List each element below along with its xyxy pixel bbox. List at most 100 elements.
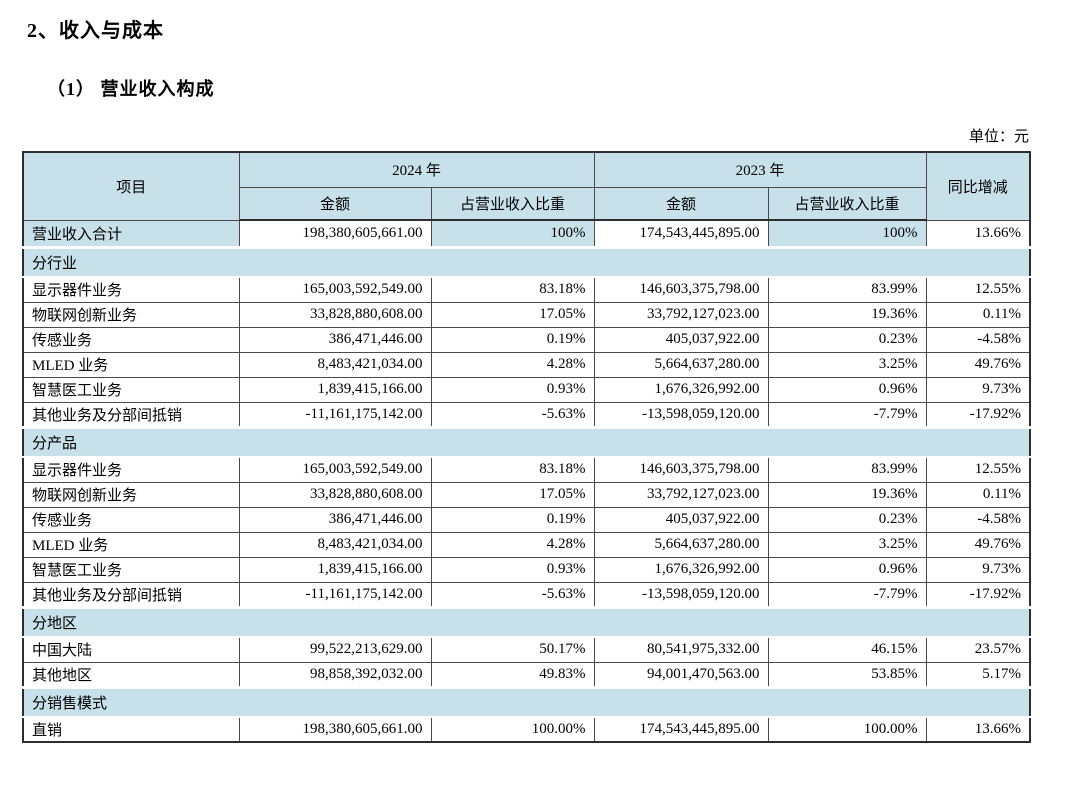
yoy-cell: -17.92% xyxy=(925,401,1031,428)
row-label-cell: 物联网创新业务 xyxy=(22,481,240,508)
amount-2024-cell: 1,839,415,166.00 xyxy=(238,376,432,403)
row-label-cell: MLED 业务 xyxy=(22,531,240,558)
section-label-cell: 分行业 xyxy=(21,245,1032,278)
amount-2024-cell: 198,380,605,661.00 xyxy=(238,716,432,743)
table-row: 其他业务及分部间抵销 -11,161,175,142.00 -5.63% -13,59… xyxy=(22,401,1031,428)
table-row: 传感业务 386,471,446.00 0.19% 405,037,922.00 0.2… xyxy=(22,506,1031,533)
yoy-cell: 9.73% xyxy=(925,556,1031,583)
row-label-cell: 显示器件业务 xyxy=(22,276,240,303)
amount-2024-cell: 8,483,421,034.00 xyxy=(238,531,432,558)
table-row: 其他地区 98,858,392,032.00 49.83% 94,001,470,56… xyxy=(22,661,1031,688)
amount-2024-cell: 165,003,592,549.00 xyxy=(238,276,432,303)
col-header-amount-2023: 金额 xyxy=(593,186,769,221)
proportion-2024-cell: 100% xyxy=(430,219,595,248)
amount-2023-cell: 405,037,922.00 xyxy=(593,506,769,533)
amount-2023-cell: 94,001,470,563.00 xyxy=(593,661,769,688)
amount-2023-cell: 146,603,375,798.00 xyxy=(593,276,769,303)
amount-2023-cell: 174,543,445,895.00 xyxy=(593,219,769,248)
amount-2024-cell: 1,839,415,166.00 xyxy=(238,556,432,583)
amount-2024-cell: -11,161,175,142.00 xyxy=(238,581,432,608)
proportion-2023-cell: 83.99% xyxy=(767,276,927,303)
row-label-cell: 直销 xyxy=(22,716,240,743)
proportion-2023-cell: 100% xyxy=(767,219,927,248)
proportion-2024-cell: 100.00% xyxy=(430,716,595,743)
proportion-2023-cell: 19.36% xyxy=(767,301,927,328)
table-row: 物联网创新业务 33,828,880,608.00 17.05% 33,792,127… xyxy=(22,301,1031,328)
proportion-2023-cell: 0.96% xyxy=(767,376,927,403)
table-header: 项目 2024 年 2023 年 同比增减 金额 占营业收入比重 金额 占营业收… xyxy=(22,151,1031,221)
proportion-2024-cell: 4.28% xyxy=(430,351,595,378)
section-row: 分地区 xyxy=(21,605,1032,638)
table-row: 智慧医工业务 1,839,415,166.00 0.93% 1,676,326,992… xyxy=(22,556,1031,583)
section-row: 分产品 xyxy=(21,425,1032,458)
unit-label: 单位：元 xyxy=(968,129,1029,145)
col-header-year-2023: 2023 年 xyxy=(593,151,927,188)
amount-2023-cell: 5,664,637,280.00 xyxy=(593,351,769,378)
proportion-2024-cell: 0.93% xyxy=(430,376,595,403)
proportion-2023-cell: -7.79% xyxy=(767,581,927,608)
amount-2024-cell: 33,828,880,608.00 xyxy=(238,301,432,328)
header-row-years: 项目 2024 年 2023 年 同比增减 xyxy=(22,151,1031,221)
col-header-proportion-2023: 占营业收入比重 xyxy=(767,186,927,221)
col-header-amount-2024: 金额 xyxy=(238,186,432,221)
amount-2023-cell: -13,598,059,120.00 xyxy=(593,581,769,608)
amount-2024-cell: 8,483,421,034.00 xyxy=(238,351,432,378)
amount-2024-cell: -11,161,175,142.00 xyxy=(238,401,432,428)
row-label-cell: 智慧医工业务 xyxy=(22,556,240,583)
yoy-cell: 13.66% xyxy=(925,219,1031,248)
section-row: 分销售模式 xyxy=(21,685,1032,718)
amount-2023-cell: 146,603,375,798.00 xyxy=(593,456,769,483)
amount-2023-cell: 405,037,922.00 xyxy=(593,326,769,353)
amount-2024-cell: 198,380,605,661.00 xyxy=(238,219,432,248)
yoy-cell: 12.55% xyxy=(925,276,1031,303)
row-label-cell: 其他业务及分部间抵销 xyxy=(22,401,240,428)
proportion-2023-cell: 53.85% xyxy=(767,661,927,688)
proportion-2024-cell: 50.17% xyxy=(430,636,595,663)
yoy-cell: -17.92% xyxy=(925,581,1031,608)
row-label-cell: 中国大陆 xyxy=(22,636,240,663)
proportion-2023-cell: 3.25% xyxy=(767,351,927,378)
row-label-cell: 传感业务 xyxy=(22,326,240,353)
yoy-cell: 0.11% xyxy=(925,301,1031,328)
col-header-proportion-2024: 占营业收入比重 xyxy=(430,186,595,221)
revenue-composition-table: 项目 2024 年 2023 年 同比增减 金额 占营业收入比重 金额 占营业收… xyxy=(21,151,1032,743)
yoy-cell: 5.17% xyxy=(925,661,1031,688)
yoy-cell: 12.55% xyxy=(925,456,1031,483)
proportion-2023-cell: 0.23% xyxy=(767,506,927,533)
proportion-2023-cell: -7.79% xyxy=(767,401,927,428)
amount-2024-cell: 386,471,446.00 xyxy=(238,506,432,533)
table-row: 智慧医工业务 1,839,415,166.00 0.93% 1,676,326,992… xyxy=(22,376,1031,403)
yoy-cell: 0.11% xyxy=(925,481,1031,508)
row-label-cell: 其他地区 xyxy=(22,661,240,688)
yoy-cell: -4.58% xyxy=(925,506,1031,533)
proportion-2024-cell: -5.63% xyxy=(430,581,595,608)
row-label-cell: 传感业务 xyxy=(22,506,240,533)
proportion-2024-cell: 17.05% xyxy=(430,481,595,508)
proportion-2024-cell: 0.19% xyxy=(430,326,595,353)
table-row: 物联网创新业务 33,828,880,608.00 17.05% 33,792,127… xyxy=(22,481,1031,508)
table-row: MLED 业务 8,483,421,034.00 4.28% 5,664,637,28… xyxy=(22,531,1031,558)
row-label-cell: 其他业务及分部间抵销 xyxy=(22,581,240,608)
amount-2024-cell: 33,828,880,608.00 xyxy=(238,481,432,508)
table-row: 其他业务及分部间抵销 -11,161,175,142.00 -5.63% -13,59… xyxy=(22,581,1031,608)
table-row: 传感业务 386,471,446.00 0.19% 405,037,922.00 0.2… xyxy=(22,326,1031,353)
table-row: 显示器件业务 165,003,592,549.00 83.18% 146,603,37… xyxy=(22,456,1031,483)
amount-2023-cell: 5,664,637,280.00 xyxy=(593,531,769,558)
table-row: 直销 198,380,605,661.00 100.00% 174,543,445,8… xyxy=(22,716,1031,743)
amount-2024-cell: 99,522,213,629.00 xyxy=(238,636,432,663)
row-label-cell: 智慧医工业务 xyxy=(22,376,240,403)
proportion-2024-cell: 0.93% xyxy=(430,556,595,583)
amount-2023-cell: 80,541,975,332.00 xyxy=(593,636,769,663)
yoy-cell: 49.76% xyxy=(925,351,1031,378)
yoy-cell: -4.58% xyxy=(925,326,1031,353)
yoy-cell: 13.66% xyxy=(925,716,1031,743)
amount-2023-cell: 1,676,326,992.00 xyxy=(593,556,769,583)
amount-2023-cell: 33,792,127,023.00 xyxy=(593,481,769,508)
amount-2023-cell: 174,543,445,895.00 xyxy=(593,716,769,743)
proportion-2023-cell: 3.25% xyxy=(767,531,927,558)
yoy-cell: 9.73% xyxy=(925,376,1031,403)
col-header-item: 项目 xyxy=(22,151,240,221)
amount-2023-cell: -13,598,059,120.00 xyxy=(593,401,769,428)
proportion-2024-cell: 0.19% xyxy=(430,506,595,533)
